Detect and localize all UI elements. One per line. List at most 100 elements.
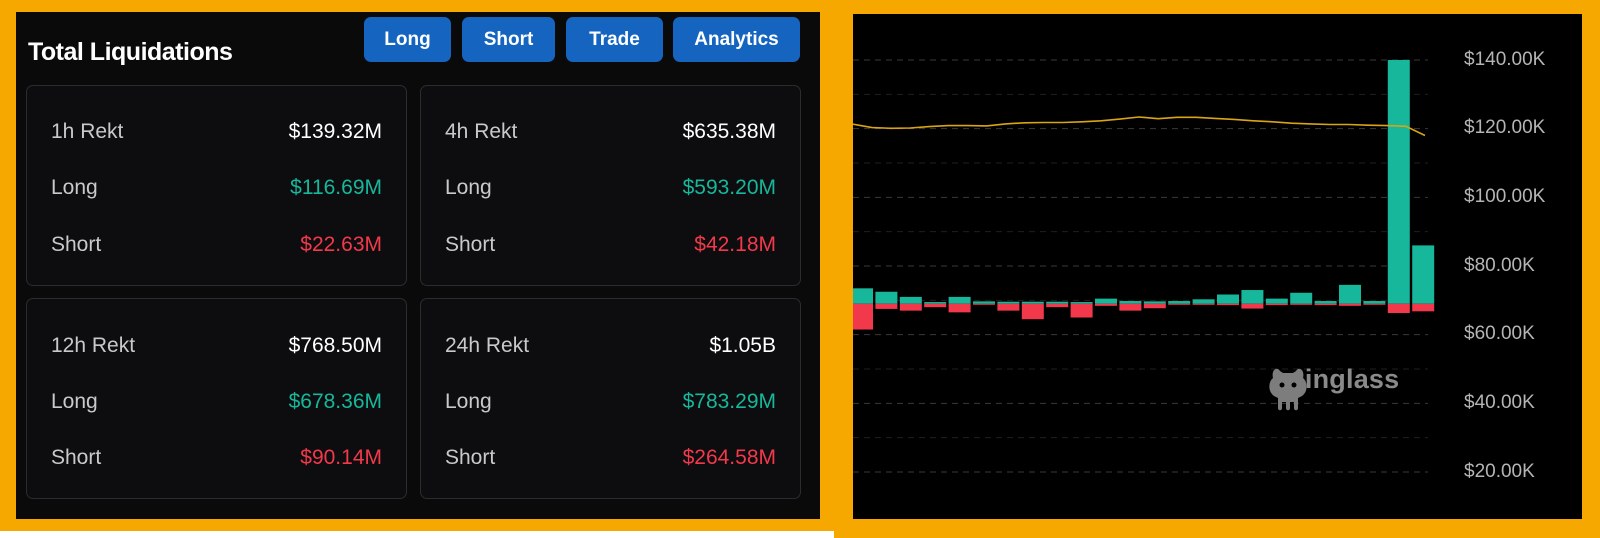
long-bar <box>1217 294 1239 304</box>
short-label: Short <box>51 233 102 256</box>
short-bar <box>853 303 873 330</box>
short-bar <box>1095 303 1117 306</box>
short-bar <box>1021 303 1044 320</box>
long-bar <box>1143 301 1166 304</box>
page-title: Total Liquidations <box>28 38 233 66</box>
long-bar <box>997 301 1020 304</box>
short-bar <box>875 303 898 309</box>
short-bar <box>899 303 922 311</box>
long-label: Long <box>445 390 492 413</box>
short-value: $90.14M <box>300 446 382 469</box>
long-bar <box>1241 290 1264 304</box>
short-bar <box>948 303 971 313</box>
trade-button[interactable]: Trade <box>566 17 663 62</box>
period-label: 1h Rekt <box>51 120 124 143</box>
total-value: $768.50M <box>288 334 382 357</box>
short-row: Short $264.58M <box>445 443 776 473</box>
short-bar <box>924 303 947 308</box>
long-bar <box>1192 299 1215 304</box>
chart-canvas <box>853 59 1435 473</box>
long-row: Long $116.69M <box>51 173 382 203</box>
long-bar <box>1412 245 1435 304</box>
short-label: Short <box>445 446 496 469</box>
y-tick-label: $80.00K <box>1464 255 1535 276</box>
long-value: $116.69M <box>290 176 382 199</box>
long-bar <box>1070 302 1093 304</box>
short-bar <box>997 303 1020 311</box>
short-label: Short <box>445 233 496 256</box>
coinglass-watermark: coinglass <box>1265 364 1399 411</box>
long-label: Long <box>445 176 492 199</box>
card-1h: 1h Rekt $139.32M Long $116.69M Short $22… <box>26 85 407 286</box>
long-row: Long $678.36M <box>51 387 382 417</box>
short-bar <box>1363 303 1386 305</box>
long-bar <box>1095 298 1117 304</box>
card-4h: 4h Rekt $635.38M Long $593.20M Short $42… <box>420 85 801 286</box>
long-label: Long <box>51 176 98 199</box>
long-bar <box>899 296 922 304</box>
short-bar <box>973 303 995 305</box>
short-row: Short $42.18M <box>445 230 776 260</box>
short-button[interactable]: Short <box>462 17 555 62</box>
short-bar <box>1119 303 1142 311</box>
long-bar <box>948 296 971 304</box>
long-bar <box>973 301 995 304</box>
total-row: 1h Rekt $139.32M <box>51 117 382 147</box>
total-value: $635.38M <box>682 120 776 143</box>
long-value: $678.36M <box>288 390 382 413</box>
total-value: $1.05B <box>709 334 776 357</box>
long-row: Long $783.29M <box>445 387 776 417</box>
total-row: 24h Rekt $1.05B <box>445 331 776 361</box>
short-bar <box>1168 303 1191 305</box>
long-bar <box>1314 301 1337 304</box>
y-tick-label: $120.00K <box>1464 117 1546 138</box>
y-tick-label: $40.00K <box>1464 392 1535 413</box>
liquidation-chart: coinglass $140.00K $120.00K $100.00K $80… <box>853 14 1582 519</box>
long-bar <box>1387 60 1410 304</box>
short-bar <box>1143 303 1166 309</box>
liquidations-panel: Total Liquidations Long Short Trade Anal… <box>16 12 820 519</box>
total-row: 12h Rekt $768.50M <box>51 331 382 361</box>
short-bar <box>1290 303 1313 305</box>
long-bar <box>1290 292 1313 304</box>
long-bar <box>1339 284 1361 304</box>
short-value: $264.58M <box>682 446 776 469</box>
short-bar <box>1192 303 1215 305</box>
short-row: Short $90.14M <box>51 443 382 473</box>
period-label: 4h Rekt <box>445 120 518 143</box>
long-bar <box>1265 298 1288 304</box>
long-bar <box>1119 301 1142 304</box>
long-bar <box>1046 301 1069 304</box>
analytics-button[interactable]: Analytics <box>673 17 800 62</box>
short-value: $22.63M <box>300 233 382 256</box>
short-bar <box>1046 303 1069 308</box>
total-row: 4h Rekt $635.38M <box>445 117 776 147</box>
long-bar <box>1363 301 1386 304</box>
short-bar <box>1339 303 1361 306</box>
long-label: Long <box>51 390 98 413</box>
short-bar <box>1412 303 1435 312</box>
long-bar <box>1168 301 1191 304</box>
long-bar <box>875 291 898 304</box>
card-12h: 12h Rekt $768.50M Long $678.36M Short $9… <box>26 298 407 499</box>
y-tick-label: $100.00K <box>1464 186 1546 207</box>
short-value: $42.18M <box>694 233 776 256</box>
short-label: Short <box>51 446 102 469</box>
total-value: $139.32M <box>288 120 382 143</box>
long-bar <box>924 302 947 304</box>
long-bar <box>853 288 873 304</box>
short-bar <box>1314 303 1337 306</box>
long-value: $593.20M <box>682 176 776 199</box>
bottom-strip <box>0 531 834 538</box>
period-label: 24h Rekt <box>445 334 530 357</box>
long-button[interactable]: Long <box>364 17 451 62</box>
y-tick-label: $140.00K <box>1464 49 1546 70</box>
short-bar <box>1070 303 1093 318</box>
short-bar <box>1387 303 1410 314</box>
long-bar <box>1021 301 1044 304</box>
short-bar <box>1265 303 1288 306</box>
price-line <box>853 116 1426 137</box>
y-tick-label: $60.00K <box>1464 323 1535 344</box>
short-row: Short $22.63M <box>51 230 382 260</box>
long-row: Long $593.20M <box>445 173 776 203</box>
